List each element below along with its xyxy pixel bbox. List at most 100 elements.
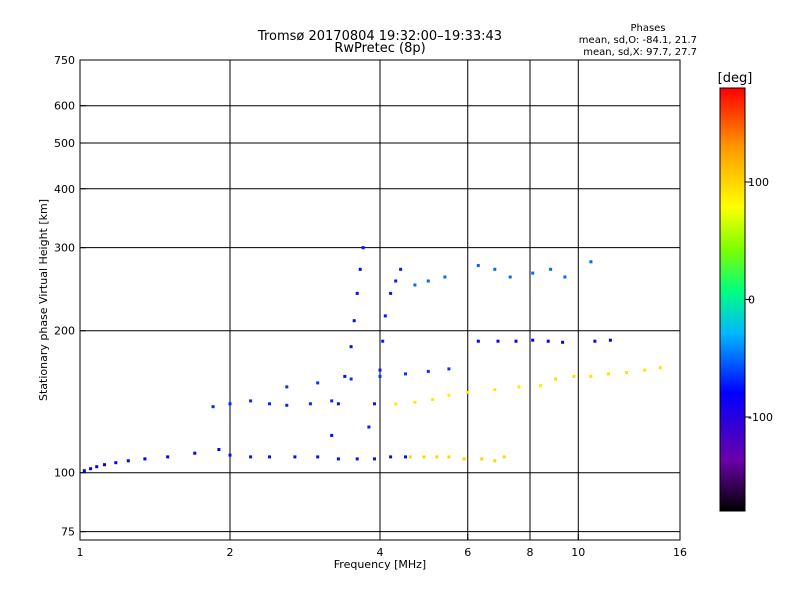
chart-subtitle: RwPretec (8p) xyxy=(334,41,425,56)
y-tick-label: 300 xyxy=(54,242,75,255)
data-point xyxy=(228,402,232,406)
data-point xyxy=(493,267,497,271)
colorbar-tick-label: 100 xyxy=(748,176,769,189)
data-point xyxy=(343,374,347,378)
data-point xyxy=(126,459,130,463)
data-point xyxy=(355,291,359,295)
data-point xyxy=(607,372,610,376)
data-point xyxy=(476,264,480,267)
stats-title: Phases xyxy=(630,23,665,34)
x-axis-label: Frequency [MHz] xyxy=(334,558,426,571)
data-point xyxy=(496,339,500,343)
y-tick-label: 75 xyxy=(61,526,75,539)
data-point xyxy=(378,368,382,372)
data-point xyxy=(394,279,398,283)
y-axis-label: Stationary phase Virtual Height [km] xyxy=(37,199,50,401)
data-point xyxy=(435,455,439,459)
stats-line-o: mean, sd,O: -84.1, 21.7 xyxy=(579,35,697,46)
data-point xyxy=(336,402,340,406)
data-point xyxy=(466,390,470,394)
data-point xyxy=(316,455,320,459)
data-point xyxy=(358,267,362,271)
data-point xyxy=(211,405,215,409)
data-point xyxy=(554,377,557,381)
x-tick-label: 8 xyxy=(527,546,534,559)
data-point xyxy=(422,455,426,459)
data-point xyxy=(308,402,312,406)
data-point xyxy=(373,402,376,406)
data-point xyxy=(431,398,435,401)
data-point xyxy=(381,339,385,343)
data-point xyxy=(228,453,232,457)
data-point xyxy=(508,275,512,279)
data-point xyxy=(517,385,521,389)
data-point xyxy=(493,459,497,463)
colorbar-tick-label: 0 xyxy=(748,294,755,307)
data-point xyxy=(193,451,197,455)
y-tick-label: 600 xyxy=(54,100,75,113)
data-point xyxy=(447,393,451,397)
data-point xyxy=(531,338,535,342)
data-point xyxy=(361,246,365,250)
data-point xyxy=(394,402,398,406)
data-point xyxy=(408,455,412,459)
data-point xyxy=(383,314,387,318)
x-tick-label: 4 xyxy=(377,546,384,559)
data-point xyxy=(462,457,466,461)
data-point xyxy=(352,319,356,323)
data-point xyxy=(502,455,506,459)
stats-line-x: mean, sd,X: 97.7, 27.7 xyxy=(583,47,697,58)
data-point xyxy=(285,403,289,407)
y-tick-label: 400 xyxy=(54,183,75,196)
y-axis-ticks: 75 100 200 300 400 500 600 750 xyxy=(54,54,86,539)
data-point xyxy=(166,455,170,459)
x-tick-label: 2 xyxy=(227,546,234,559)
data-point xyxy=(378,374,382,378)
data-point xyxy=(561,340,565,344)
data-point xyxy=(330,399,334,403)
data-point xyxy=(285,385,289,389)
data-point xyxy=(476,339,480,343)
data-point xyxy=(539,384,543,388)
data-point xyxy=(514,339,518,343)
x-axis-ticks: 1 2 4 6 8 10 16 xyxy=(77,534,687,559)
data-point xyxy=(426,279,430,283)
colorbar-ticks: 100 0 -100 xyxy=(745,176,773,424)
data-point xyxy=(367,425,371,429)
data-point xyxy=(643,368,647,372)
data-point xyxy=(103,463,106,467)
data-point xyxy=(608,338,612,342)
data-point xyxy=(625,371,629,375)
x-tick-label: 1 xyxy=(77,546,84,559)
data-point xyxy=(589,260,593,264)
data-point xyxy=(249,455,253,459)
data-point xyxy=(373,457,376,461)
x-tick-label: 16 xyxy=(673,546,687,559)
data-point xyxy=(95,465,99,469)
colorbar-label: [deg] xyxy=(718,71,753,86)
data-point xyxy=(413,400,417,404)
colorbar-tick-label: -100 xyxy=(748,411,773,424)
x-tick-label: 6 xyxy=(464,546,471,559)
data-point xyxy=(443,275,447,279)
y-tick-label: 750 xyxy=(54,54,75,67)
data-point xyxy=(330,433,334,437)
data-point xyxy=(349,345,353,349)
data-point xyxy=(563,275,567,279)
data-point xyxy=(546,339,550,343)
data-point xyxy=(316,381,320,385)
data-point xyxy=(82,469,86,473)
data-point xyxy=(389,455,393,459)
data-point xyxy=(493,388,497,392)
data-point xyxy=(589,374,593,378)
data-point xyxy=(404,455,407,459)
data-point xyxy=(413,283,417,287)
data-point xyxy=(355,457,359,461)
data-point xyxy=(572,374,576,378)
chart-title: Tromsø 20170804 19:32:00–19:33:43 xyxy=(257,29,502,44)
data-point xyxy=(349,377,353,381)
data-point xyxy=(268,455,271,459)
data-point xyxy=(447,367,451,371)
data-point xyxy=(268,402,271,406)
data-point xyxy=(389,291,393,295)
